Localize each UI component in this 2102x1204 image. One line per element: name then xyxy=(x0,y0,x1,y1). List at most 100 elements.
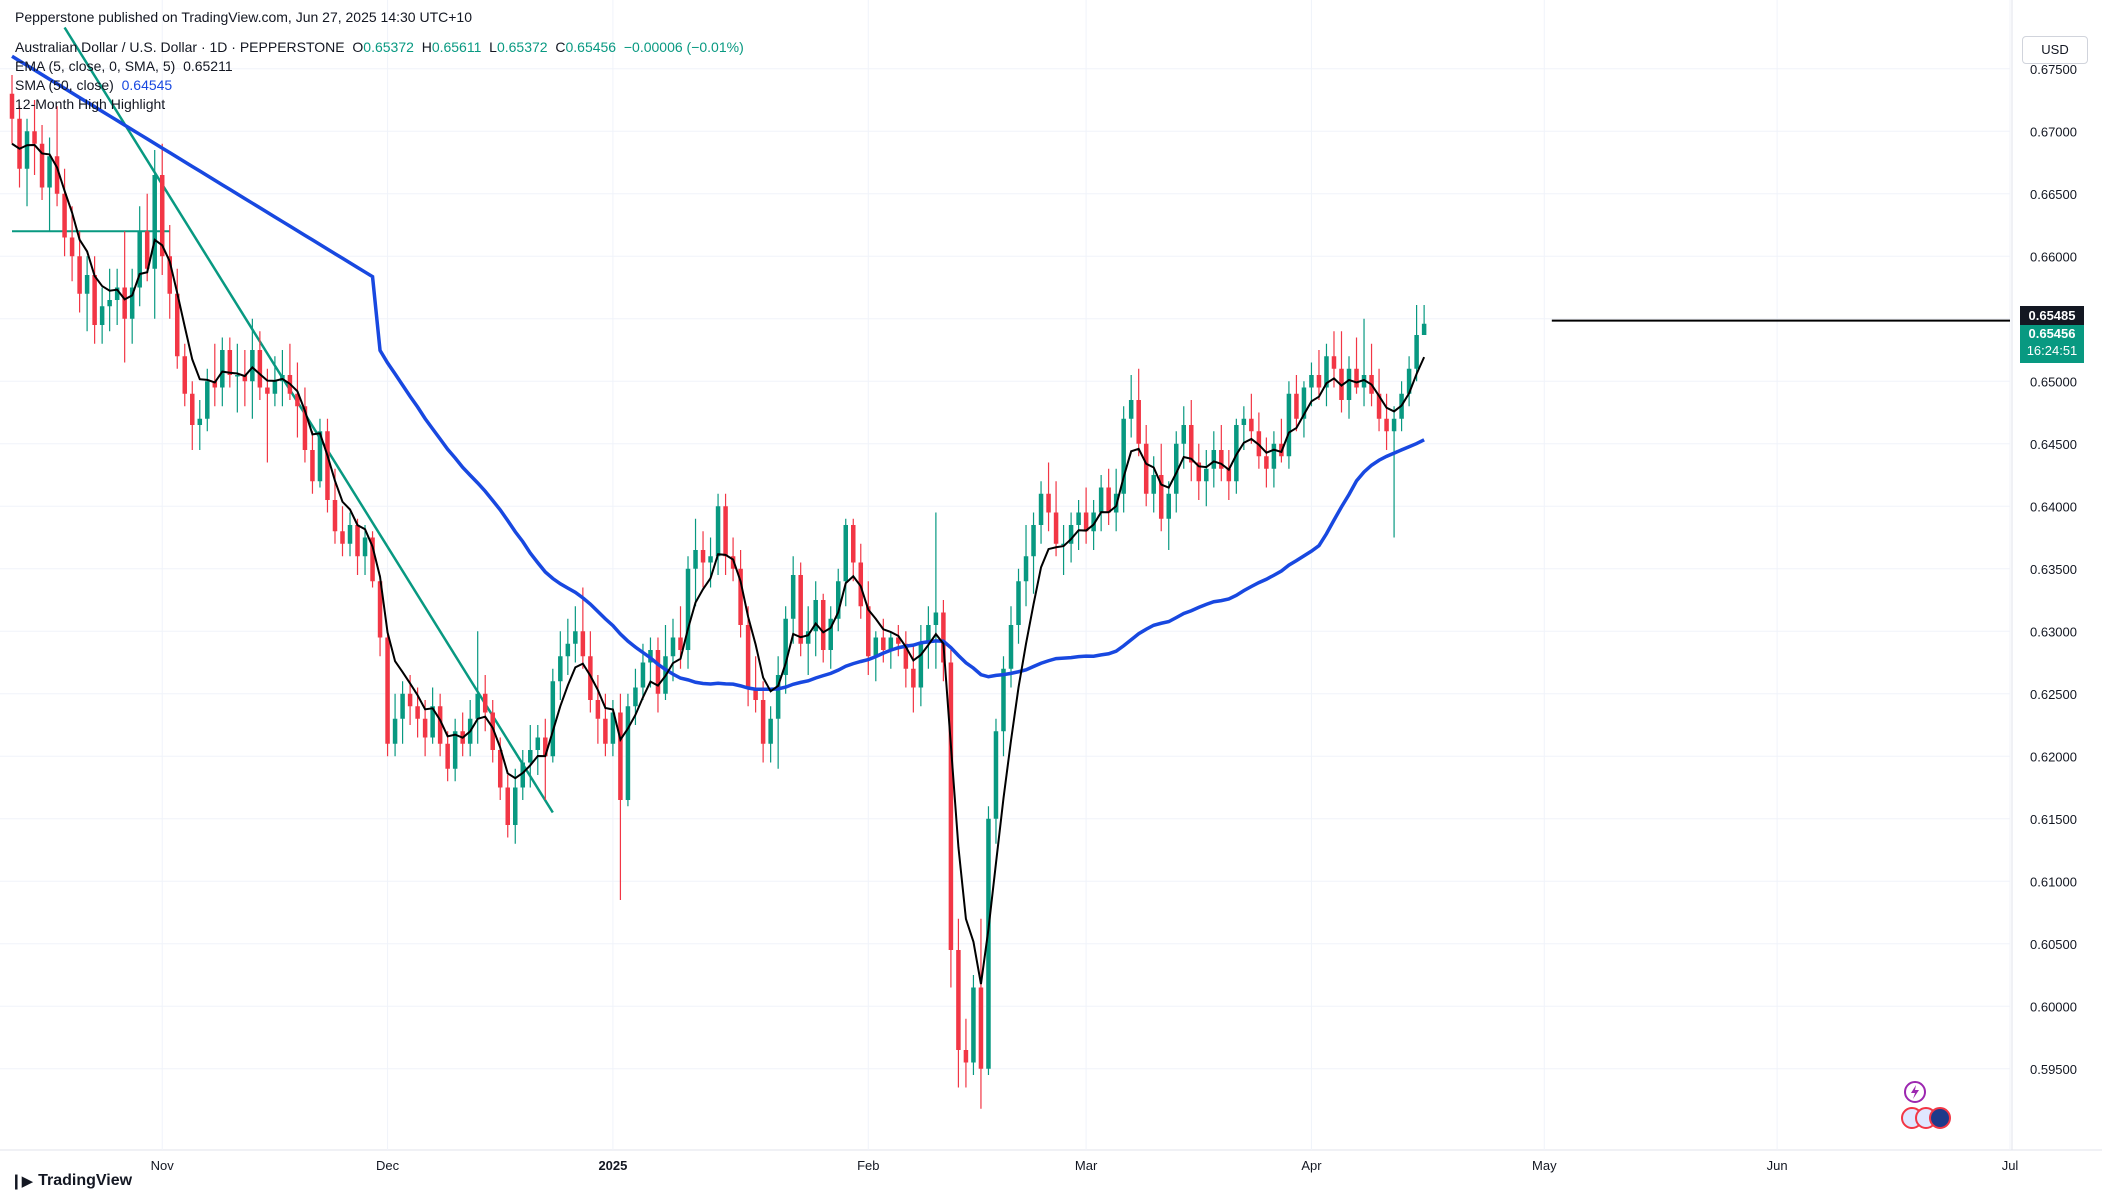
price-tick-label: 0.62500 xyxy=(2030,687,2077,702)
price-tick-label: 0.66000 xyxy=(2030,249,2077,264)
candle-body xyxy=(1301,387,1307,419)
candle-body xyxy=(1219,450,1224,469)
candle-body xyxy=(573,631,578,644)
ohlc-open-label: O xyxy=(352,39,364,55)
event-icons[interactable] xyxy=(1900,1080,1960,1150)
candle-body xyxy=(835,581,841,619)
candle-body xyxy=(17,118,22,169)
candle-body xyxy=(250,350,255,382)
candle-body xyxy=(302,406,308,450)
candle-body xyxy=(227,350,233,375)
ohlc-low: 0.65372 xyxy=(496,39,548,55)
candle-body xyxy=(843,525,849,582)
candle-body xyxy=(1241,418,1247,425)
candle-body xyxy=(190,393,195,425)
candle-body xyxy=(633,687,638,707)
candle-body xyxy=(738,568,743,625)
price-tick-label: 0.61000 xyxy=(2030,874,2077,889)
candle-body xyxy=(678,637,683,650)
candle-body xyxy=(475,693,480,719)
candle-body xyxy=(1414,335,1419,369)
ema-value: 0.65211 xyxy=(183,58,233,74)
candle-body xyxy=(528,750,533,763)
price-tick-label: 0.64000 xyxy=(2030,499,2077,514)
candle-body xyxy=(1001,668,1006,732)
ema-label: EMA (5, close, 0, SMA, 5) xyxy=(15,58,176,74)
au-flag-icon[interactable] xyxy=(1929,1107,1951,1129)
candle-body xyxy=(1158,475,1164,519)
candle-body xyxy=(84,275,90,294)
last-price: 0.65456 xyxy=(2028,326,2076,341)
candle-body xyxy=(866,606,871,657)
candle-body xyxy=(1061,543,1066,546)
resistance-price-badge: 0.65485 xyxy=(2020,306,2084,326)
candle-body xyxy=(32,131,37,144)
highlight-legend[interactable]: 12-Month High Highlight xyxy=(15,95,165,113)
candle-body xyxy=(588,656,593,700)
candle-body xyxy=(558,656,563,682)
candle-body xyxy=(1271,443,1277,469)
candle-body xyxy=(1076,512,1081,525)
price-tick-label: 0.62000 xyxy=(2030,749,2077,764)
time-tick-label: Feb xyxy=(857,1158,879,1173)
candle-body xyxy=(745,625,751,688)
candle-body xyxy=(415,706,420,719)
candle-body xyxy=(708,556,713,563)
candle-body xyxy=(242,375,248,382)
sma-legend[interactable]: SMA (50, close) 0.64545 xyxy=(15,76,172,94)
candle-body xyxy=(948,662,954,950)
candle-body xyxy=(122,287,127,319)
currency-button[interactable]: USD xyxy=(2022,36,2088,64)
ema-legend[interactable]: EMA (5, close, 0, SMA, 5) 0.65211 xyxy=(15,57,233,75)
candle-body xyxy=(377,581,383,638)
time-tick-label: Jul xyxy=(2002,1158,2019,1173)
candle-body xyxy=(92,275,97,325)
time-tick-label: 2025 xyxy=(598,1158,627,1173)
candle-body xyxy=(535,737,541,750)
ohlc-low-label: L xyxy=(489,39,497,55)
candle-body xyxy=(1016,581,1021,625)
price-tick-label: 0.61500 xyxy=(2030,812,2077,827)
candle-body xyxy=(993,731,999,819)
candle-body xyxy=(1038,493,1044,525)
candle-body xyxy=(1023,556,1029,582)
time-tick-label: Apr xyxy=(1301,1158,1322,1173)
candle-body xyxy=(1098,487,1104,513)
candle-body xyxy=(167,256,172,294)
candle-body xyxy=(355,525,360,557)
candle-body xyxy=(212,381,218,388)
price-tick-label: 0.60500 xyxy=(2030,937,2077,952)
candle-body xyxy=(1204,468,1209,482)
candle-body xyxy=(723,506,728,557)
candle-body xyxy=(505,787,510,825)
candle-body xyxy=(144,231,150,269)
published-caption: Pepperstone published on TradingView.com… xyxy=(15,9,472,25)
candle-body xyxy=(1189,425,1194,463)
candle-body xyxy=(182,356,188,394)
candle-body xyxy=(971,987,976,1063)
tradingview-logo[interactable]: ❙▶ TradingView xyxy=(10,1172,132,1190)
candle-body xyxy=(332,500,338,532)
candle-body xyxy=(603,718,608,744)
candle-body xyxy=(986,818,991,1069)
candle-body xyxy=(700,550,706,563)
candle-body xyxy=(1376,393,1382,419)
price-tick-label: 0.64500 xyxy=(2030,437,2077,452)
candle-body xyxy=(1354,368,1359,388)
price-tick-label: 0.67500 xyxy=(2030,62,2077,77)
candle-body xyxy=(783,618,788,675)
candle-body xyxy=(851,525,856,563)
candle-body xyxy=(445,743,450,769)
candle-body xyxy=(1008,625,1014,669)
candle-body xyxy=(159,175,165,257)
candle-body xyxy=(775,675,781,719)
candle-body xyxy=(881,637,886,650)
countdown-timer: 16:24:51 xyxy=(2026,343,2078,358)
candle-body xyxy=(828,618,833,650)
candle-body xyxy=(768,718,773,744)
candle-body xyxy=(497,750,503,788)
candle-body xyxy=(1361,375,1367,388)
price-tick-label: 0.63500 xyxy=(2030,562,2077,577)
candle-body xyxy=(911,668,916,688)
